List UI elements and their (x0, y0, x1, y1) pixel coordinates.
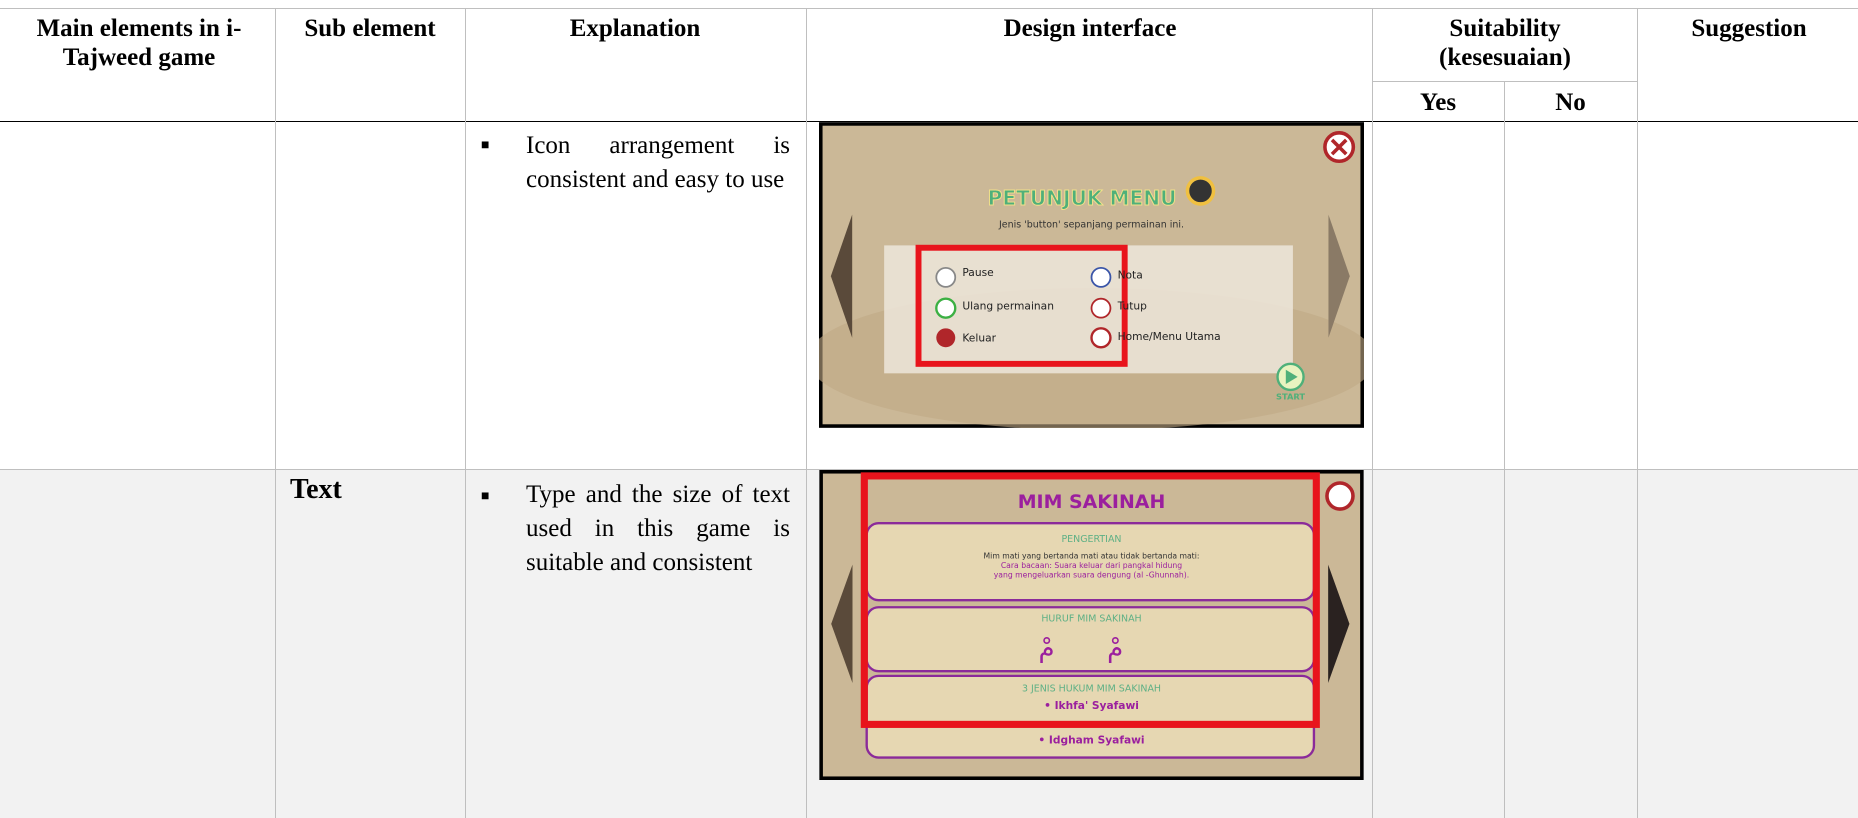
section-line: Cara bacaan: Suara keluar dari pangkal h… (1001, 561, 1182, 570)
rule (1504, 81, 1505, 818)
header-cell: Yes (1419, 89, 1457, 116)
screen-subtitle: Jenis 'button' sepanjang permainan ini. (998, 220, 1184, 231)
section-item: • Ikhfa' Syafawi (1044, 699, 1139, 712)
explanation: Icon arrangement is consistent and easy … (526, 132, 790, 193)
header-cell: Design interface (1003, 15, 1177, 42)
header-cell: Suggestion (1691, 15, 1807, 42)
screen-title: PETUNJUK MENU (988, 186, 1177, 210)
explanation: Type and the size of text used in this g… (526, 481, 790, 576)
start-label: START (1276, 391, 1305, 401)
header-cell: Sub element (304, 15, 436, 42)
rule (1637, 8, 1638, 818)
rule (0, 121, 1858, 122)
section-heading: 3 JENIS HUKUM MIM SAKINAH (1022, 683, 1161, 694)
screen-title: MIM SAKINAH (1018, 491, 1166, 513)
rule (465, 8, 466, 818)
rule (1372, 8, 1373, 818)
button-label: Ulang permainan (962, 299, 1054, 312)
header-cell: Explanation (569, 15, 701, 42)
header-cell: Suitability (kesesuaian) (1439, 15, 1571, 71)
bullet: ■ (481, 489, 490, 504)
rule (0, 8, 1858, 9)
header-cell: No (1555, 89, 1586, 116)
bullet: ■ (481, 138, 490, 153)
arabic-letter: مْ (1038, 634, 1054, 664)
section-heading: HURUF MIM SAKINAH (1041, 613, 1141, 624)
section-heading: PENGERTIAN (1061, 534, 1121, 545)
rule (806, 8, 807, 818)
button-label: Keluar (962, 331, 996, 344)
header-cell: Main elements in i-Tajweed game (36, 15, 242, 71)
rule (0, 469, 1858, 470)
arabic-letter: مْ (1107, 634, 1123, 664)
sub-element: Text (290, 474, 342, 505)
section-item: • Idgham Syafawi (1038, 733, 1144, 746)
section-line: yang mengeluarkan suara dengung (al -Ghu… (994, 571, 1190, 580)
game-screen: PETUNJUK MENU Jenis 'button' sepanjang p… (819, 122, 1364, 428)
section-line: Mim mati yang bertanda mati atau tidak b… (984, 552, 1200, 561)
rule (275, 8, 276, 818)
button-label: Pause (962, 266, 993, 279)
button-label: Nota (1118, 269, 1143, 282)
game-screen: MIM SAKINAH PENGERTIAN Mim mati yang ber… (819, 470, 1364, 780)
button-label: Tutup (1117, 299, 1148, 312)
button-label: Home/Menu Utama (1118, 330, 1221, 343)
